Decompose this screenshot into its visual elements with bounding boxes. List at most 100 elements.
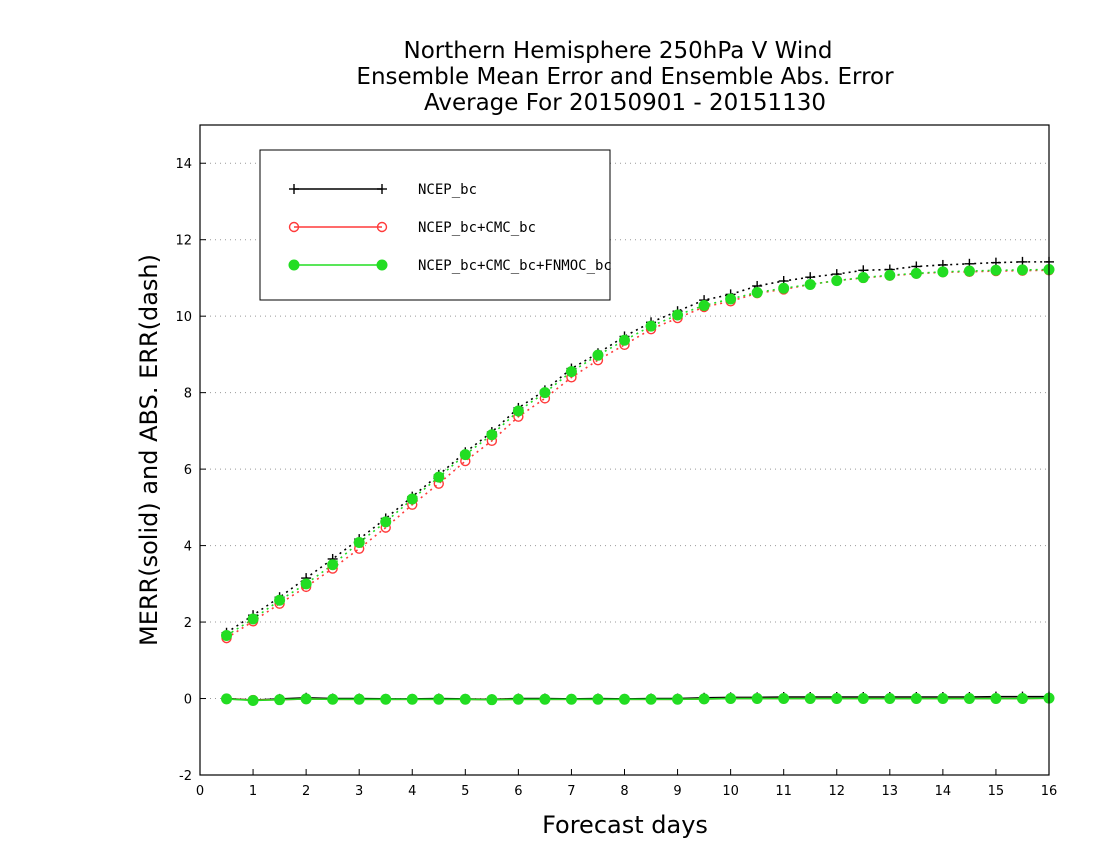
series-2-mean-err-point-27 (937, 693, 949, 705)
series-2-abs-err-point-1 (247, 613, 259, 625)
legend-marker-right-2 (376, 259, 388, 271)
series-2-abs-err-point-17 (672, 309, 684, 321)
y-tick-label-8: 14 (175, 157, 192, 172)
y-tick-label-4: 6 (184, 463, 192, 478)
series-2-abs-err-point-29 (990, 264, 1002, 276)
series-2-mean-err-point-5 (353, 693, 365, 705)
series-2-mean-err-point-9 (459, 693, 471, 705)
x-tick-label-14: 14 (935, 784, 952, 799)
x-tick-label-9: 9 (673, 784, 681, 799)
series-2-mean-err-point-28 (963, 693, 975, 705)
legend-label-1: NCEP_bc+CMC_bc (418, 220, 536, 236)
series-0-abs-err-line (226, 261, 1049, 634)
x-tick-label-2: 2 (302, 784, 310, 799)
x-tick-label-16: 16 (1041, 784, 1058, 799)
series-2-mean-err-point-6 (380, 693, 392, 705)
series-2-mean-err-point-17 (672, 693, 684, 705)
y-tick-label-1: 0 (184, 693, 192, 708)
series-2-abs-err-point-25 (884, 269, 896, 281)
series-2-abs-err-point-18 (698, 299, 710, 311)
series-2-mean-err-point-21 (778, 693, 790, 705)
legend-marker-right-0 (377, 184, 387, 194)
series-2-abs-err-point-2 (274, 594, 286, 606)
x-tick-label-0: 0 (196, 784, 204, 799)
series-2-abs-err-point-0 (221, 629, 233, 641)
series-markers (221, 256, 1055, 706)
series-2-abs-err-point-3 (300, 578, 312, 590)
x-tick-label-7: 7 (567, 784, 575, 799)
series-2-abs-err-point-16 (645, 320, 657, 332)
legend-label-0: NCEP_bc (418, 182, 477, 198)
series-2-mean-err-point-10 (486, 694, 498, 706)
series-2-mean-err-point-22 (804, 693, 816, 705)
series-2-abs-err-point-19 (725, 293, 737, 305)
series-2-mean-err-point-19 (725, 693, 737, 705)
series-2-abs-err-point-4 (327, 559, 339, 571)
series-2-abs-err-point-7 (406, 493, 418, 505)
series-2-abs-err-point-28 (963, 265, 975, 277)
series-2-abs-err-point-9 (459, 449, 471, 461)
series-2-mean-err-point-3 (300, 693, 312, 705)
x-tick-label-6: 6 (514, 784, 522, 799)
series-2-mean-err-point-15 (619, 693, 630, 705)
series-2-abs-err-point-30 (1016, 264, 1028, 276)
x-tick-label-12: 12 (828, 784, 845, 799)
y-tick-label-5: 8 (184, 387, 192, 402)
series-2-abs-err-point-13 (565, 366, 577, 378)
series-2-mean-err-point-18 (698, 693, 710, 705)
chart-title-line-2: Ensemble Mean Error and Ensemble Abs. Er… (356, 64, 894, 90)
y-tick-label-0: -2 (179, 769, 192, 784)
series-2-abs-err-point-12 (539, 387, 551, 399)
series-2-mean-err-point-0 (221, 693, 233, 705)
series-2-mean-err-point-13 (565, 693, 577, 705)
series-2-abs-err-point-5 (353, 537, 365, 549)
series-lines (226, 261, 1050, 702)
series-2-mean-err-point-1 (247, 694, 259, 706)
series-2-mean-err-point-20 (751, 693, 763, 705)
series-2-abs-err-point-23 (831, 275, 843, 287)
x-tick-label-8: 8 (620, 784, 628, 799)
series-2-mean-err-point-7 (406, 693, 418, 705)
series-2-abs-err-point-21 (778, 282, 790, 294)
series-2-abs-err-point-20 (751, 286, 763, 298)
x-tick-label-4: 4 (408, 784, 416, 799)
legend-box (259, 149, 611, 301)
legend-marker-left-1 (288, 221, 300, 233)
plot-frame (199, 124, 1050, 776)
x-tick-label-1: 1 (249, 784, 257, 799)
x-tick-label-5: 5 (461, 784, 469, 799)
series-2-abs-err-line (226, 268, 1050, 637)
series-2-mean-err-point-2 (274, 694, 286, 706)
x-tick-label-15: 15 (988, 784, 1005, 799)
series-2-abs-err-point-22 (804, 278, 816, 290)
series-2-mean-err-point-26 (910, 693, 922, 705)
series-2-abs-err-point-8 (433, 471, 445, 483)
series-2-abs-err-point-10 (486, 429, 498, 441)
series-2-abs-err-point-27 (937, 266, 949, 278)
series-2-mean-err-point-30 (1016, 693, 1028, 705)
legend-marker-left-0 (289, 184, 299, 194)
series-2-mean-err-point-23 (831, 693, 843, 705)
series-2-abs-err-point-14 (592, 349, 604, 361)
series-2-abs-err-point-11 (512, 405, 524, 417)
chart-title-line-1: Northern Hemisphere 250hPa V Wind (404, 38, 833, 64)
chart-title: Northern Hemisphere 250hPa V Wind Ensemb… (356, 38, 894, 116)
series-1-abs-err-line (226, 269, 1050, 639)
legend-marker-right-1 (376, 221, 388, 233)
x-tick-label-10: 10 (722, 784, 739, 799)
series-2-mean-err-point-14 (592, 693, 604, 705)
y-tick-label-6: 10 (175, 310, 192, 325)
series-2-mean-err-point-16 (645, 693, 657, 705)
series-2-mean-err-point-29 (990, 693, 1002, 705)
series-2-mean-err-point-11 (512, 693, 524, 705)
chart-title-line-3: Average For 20150901 - 20151130 (424, 90, 826, 116)
series-2-mean-err-point-8 (433, 693, 445, 705)
x-tick-label-13: 13 (882, 784, 899, 799)
y-tick-label-2: 2 (184, 616, 192, 631)
series-2-mean-err-point-4 (327, 693, 339, 705)
legend: NCEP_bc NCEP_bc+CMC_bc NCEP_bc+CMC_bc+FNMO… (259, 149, 612, 301)
series-2-mean-err-point-24 (857, 693, 869, 705)
x-tick-label-3: 3 (355, 784, 363, 799)
